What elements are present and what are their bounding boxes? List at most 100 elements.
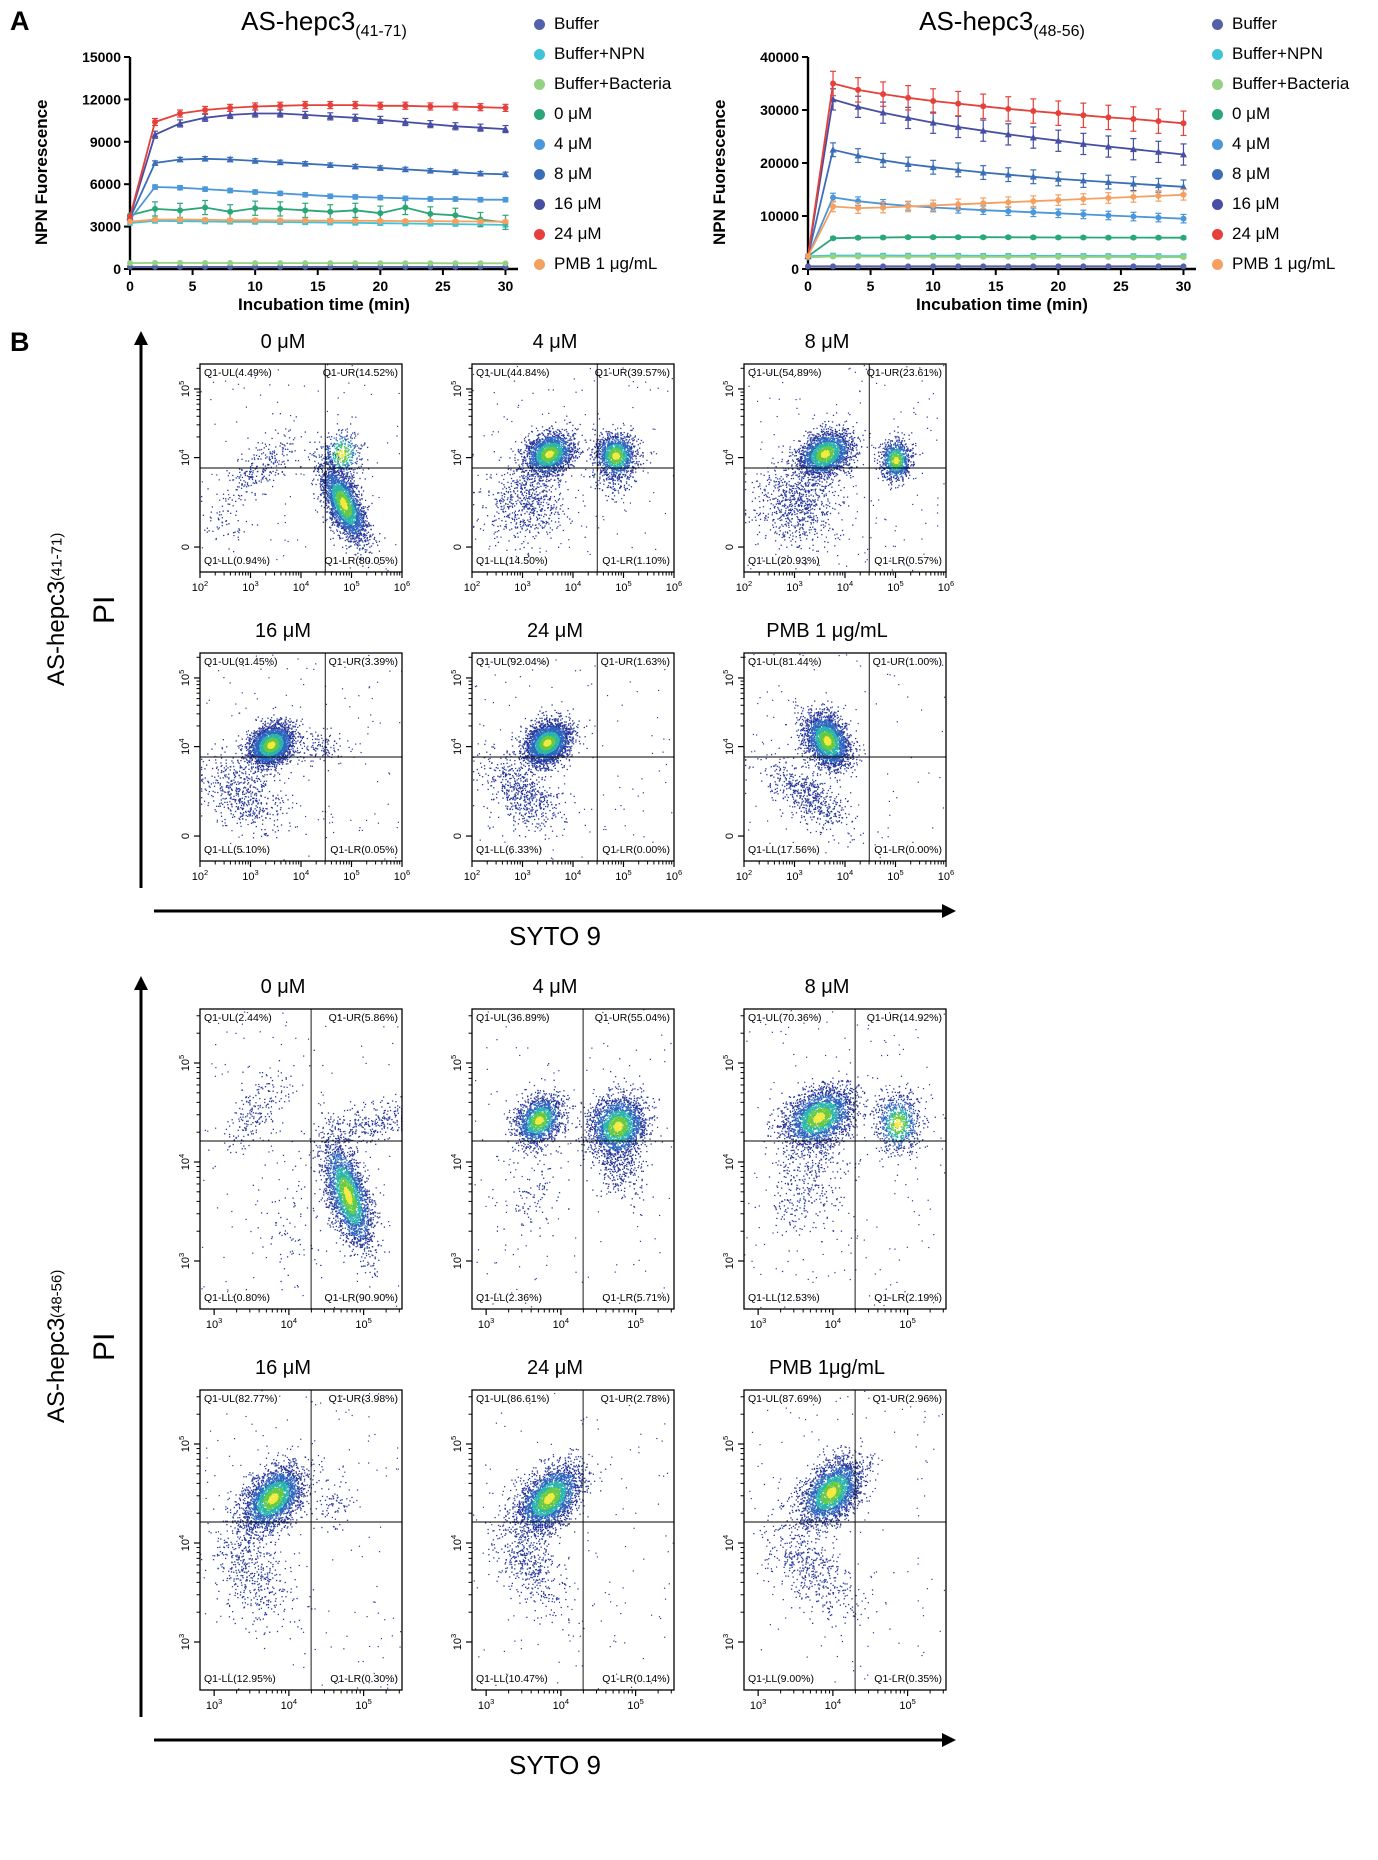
svg-text:102: 102 <box>736 868 752 883</box>
chart-block-48-56: AS-hepc3(48-56) NPN Fuorescence 0 5 10 15 20… <box>708 6 1378 315</box>
flow-axes: 103 104 105 103 104 105 <box>449 1389 675 1712</box>
svg-text:0: 0 <box>804 278 812 294</box>
svg-text:3000: 3000 <box>90 219 121 235</box>
legend-swatch-icon <box>1212 198 1223 210</box>
svg-text:105: 105 <box>887 579 903 594</box>
svg-text:0: 0 <box>126 278 134 294</box>
svg-text:104: 104 <box>837 868 853 883</box>
svg-text:105: 105 <box>449 1055 464 1071</box>
chart-title-sub: (41-71) <box>355 23 407 41</box>
legend-item: 24 μM <box>1212 224 1378 244</box>
svg-text:9000: 9000 <box>90 134 121 150</box>
svg-text:106: 106 <box>394 579 410 594</box>
flow-plot-title: 16 μM <box>255 620 311 643</box>
legend-label: Buffer <box>1232 14 1278 33</box>
flow-plot-title: 4 μM <box>532 976 578 999</box>
syto-axis-label: SYTO 9 <box>508 921 601 952</box>
svg-text:5: 5 <box>189 278 197 294</box>
quadrant-label-lr: Q1-LR(1.10%) <box>602 555 670 568</box>
flow-plot: 8 μM 102 103 104 105 106 0 104 105 Q1-UL(54.89%) Q… <box>698 331 956 606</box>
quadrant-label-ur: Q1-UR(5.86%) <box>328 1012 398 1025</box>
svg-text:0: 0 <box>113 261 121 277</box>
legend-item: Buffer <box>1212 14 1378 34</box>
svg-text:106: 106 <box>394 868 410 883</box>
svg-text:105: 105 <box>449 381 464 397</box>
svg-text:105: 105 <box>627 1697 643 1712</box>
flow-axes: 103 104 105 103 104 105 <box>721 1389 947 1712</box>
flow-plot-title: 8 μM <box>804 331 850 354</box>
svg-text:104: 104 <box>281 1697 297 1712</box>
legend-item: PMB 1 μg/mL <box>1212 254 1378 274</box>
chart-title: AS-hepc3(48-56) <box>754 6 1250 41</box>
svg-text:104: 104 <box>565 579 581 594</box>
svg-text:0: 0 <box>180 544 192 550</box>
flow-plot-title: 24 μM <box>527 1357 583 1380</box>
legend-swatch-icon <box>534 228 545 240</box>
flow-plot: PMB 1μg/mL 103 104 105 103 104 105 Q1-UL(87.69%… <box>698 1357 956 1724</box>
flow-plot-frame: 102 103 104 105 106 0 104 105 Q1-UL(81.44%) Q1-UR… <box>698 645 956 895</box>
quadrant-label-ur: Q1-UR(2.96%) <box>872 1393 942 1406</box>
svg-text:10: 10 <box>247 278 263 294</box>
svg-text:104: 104 <box>281 1316 297 1331</box>
svg-text:104: 104 <box>825 1697 841 1712</box>
legend-item: 0 μM <box>1212 104 1378 124</box>
legend-item: PMB 1 μg/mL <box>534 254 702 274</box>
quadrant-label-ur: Q1-UR(23.61%) <box>866 367 942 380</box>
legend-label: 0 μM <box>1232 104 1271 123</box>
svg-text:103: 103 <box>177 1634 192 1650</box>
flow-plot-frame: 102 103 104 105 106 0 104 105 Q1-UL(54.89%) Q1-UR… <box>698 356 956 606</box>
svg-text:0: 0 <box>452 544 464 550</box>
flow-axes: 102 103 104 105 106 0 104 105 <box>721 363 954 594</box>
svg-text:102: 102 <box>192 579 208 594</box>
legend-swatch-icon <box>1212 168 1223 180</box>
panel-b: B AS-hepc3 (41-71) PI 0 μM 102 103 104 105 106… <box>8 329 1378 1781</box>
svg-text:104: 104 <box>721 1535 736 1551</box>
legend-swatch-icon <box>534 78 545 90</box>
legend-label: 8 μM <box>1232 164 1271 183</box>
quadrant-label-ur: Q1-UR(1.00%) <box>872 656 942 669</box>
svg-text:103: 103 <box>721 1253 736 1269</box>
scatter-canvas <box>744 1009 946 1310</box>
chart-main: AS-hepc3(48-56) NPN Fuorescence 0 5 10 15 20… <box>708 6 1204 315</box>
svg-text:103: 103 <box>478 1697 494 1712</box>
legend-label: Buffer+Bacteria <box>554 74 672 93</box>
flow-plot: 4 μM 103 104 105 103 104 105 Q1-UL(36.89%) Q1-UR… <box>426 976 684 1343</box>
svg-text:0: 0 <box>452 833 464 839</box>
quadrant-label-ll: Q1-LL(12.53%) <box>748 1292 820 1305</box>
svg-text:103: 103 <box>721 1634 736 1650</box>
flow-plot: 24 μM 103 104 105 103 104 105 Q1-UL(86.61%) Q1-U… <box>426 1357 684 1724</box>
svg-text:105: 105 <box>899 1316 915 1331</box>
svg-text:103: 103 <box>449 1634 464 1650</box>
svg-text:103: 103 <box>177 1253 192 1269</box>
group-title: AS-hepc3 (41-71) <box>32 331 82 952</box>
legend-label: 24 μM <box>1232 224 1280 243</box>
legend-swatch-icon <box>1212 18 1223 30</box>
svg-text:15: 15 <box>310 278 326 294</box>
svg-text:104: 104 <box>449 1154 464 1170</box>
quadrant-label-ll: Q1-LL(20.93%) <box>748 555 820 568</box>
svg-text:106: 106 <box>938 579 954 594</box>
flow-plots-grid: 0 μM 103 104 105 103 104 105 Q1-UL(2.44%) Q1-UR(… <box>154 976 1378 1724</box>
legend-item: 16 μM <box>1212 194 1378 214</box>
quadrant-label-ur: Q1-UR(55.04%) <box>594 1012 670 1025</box>
quadrant-label-lr: Q1-LR(0.05%) <box>330 844 398 857</box>
flow-plot: 16 μM 103 104 105 103 104 105 Q1-UL(82.77%) Q1-U… <box>154 1357 412 1724</box>
flow-plot-frame: 102 103 104 105 106 0 104 105 Q1-UL(4.49%) Q1-UR(… <box>154 356 412 606</box>
flow-plot-title: 24 μM <box>527 620 583 643</box>
quadrant-label-ll: Q1-LL(14.50%) <box>476 555 548 568</box>
flow-plot-frame: 103 104 105 103 104 105 Q1-UL(82.77%) Q1-UR(3.9… <box>154 1382 412 1724</box>
quadrant-label-ll: Q1-LL(12.95%) <box>204 1673 276 1686</box>
svg-text:104: 104 <box>837 579 853 594</box>
legend-label: 8 μM <box>554 164 593 183</box>
quadrant-label-ll: Q1-LL(2.36%) <box>476 1292 542 1305</box>
pi-axis-label: PI <box>88 595 121 624</box>
svg-text:106: 106 <box>938 868 954 883</box>
svg-text:30000: 30000 <box>760 102 799 118</box>
svg-text:25: 25 <box>435 278 451 294</box>
legend-label: Buffer+NPN <box>1232 44 1323 63</box>
quadrant-label-ll: Q1-LL(5.10%) <box>204 844 270 857</box>
svg-text:106: 106 <box>666 868 682 883</box>
legend-swatch-icon <box>534 108 545 120</box>
svg-text:104: 104 <box>721 1154 736 1170</box>
legend-swatch-icon <box>534 168 545 180</box>
